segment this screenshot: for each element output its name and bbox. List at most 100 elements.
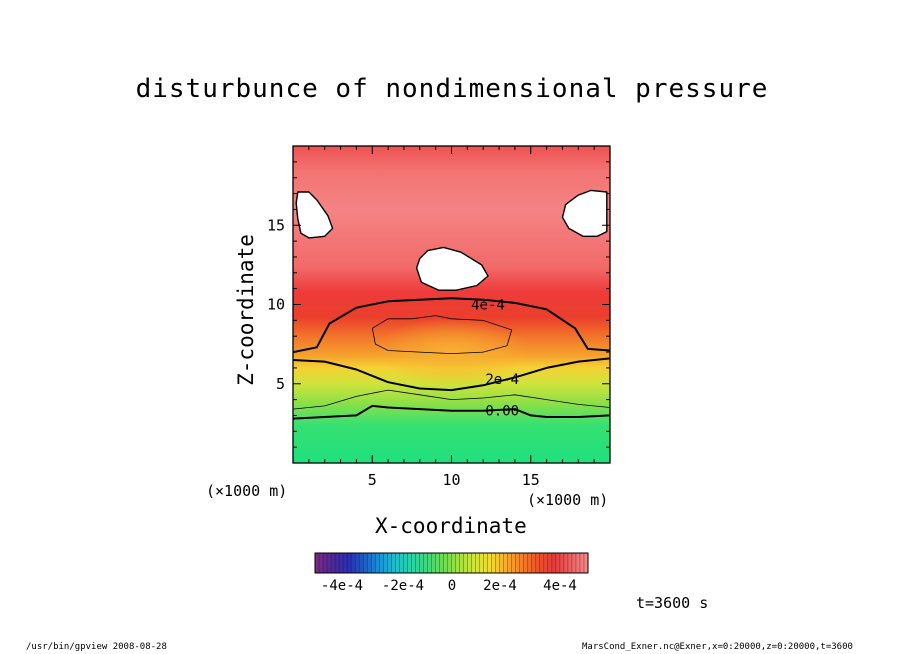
colorbar-swatch [471, 553, 476, 573]
colorbar-swatch [539, 553, 545, 573]
colorbar-swatch [527, 553, 533, 573]
colorbar-tick-label: 2e-4 [483, 578, 517, 594]
x-tick-label: 15 [522, 471, 540, 489]
contour-line [293, 357, 610, 392]
colorbar-swatch [359, 553, 364, 573]
colorbar-swatch [383, 553, 388, 573]
colorbar-swatch [331, 553, 336, 573]
colorbar-swatch [315, 553, 320, 573]
out-of-range-region [561, 189, 608, 237]
pressure-core [374, 318, 530, 386]
colorbar-swatch [427, 553, 432, 573]
colorbar-swatch [515, 553, 521, 573]
x-tick-label: 5 [368, 471, 377, 489]
colorbar-swatch [479, 553, 484, 573]
colorbar-swatch [523, 553, 529, 573]
colorbar-tick-label: -4e-4 [321, 578, 363, 594]
contour-line [293, 297, 610, 354]
colorbar-swatch [347, 553, 352, 573]
colorbar-swatch [415, 553, 420, 573]
colorbar-swatch [395, 553, 400, 573]
footer-right: MarsCond_Exner.nc@Exner,x=0:20000,z=0:20… [582, 642, 853, 652]
colorbar-swatch [503, 553, 508, 573]
colorbar-swatch [379, 553, 384, 573]
colorbar-swatch [495, 553, 500, 573]
y-axis-label: Z-coordinate [234, 234, 258, 386]
x-tick-label: 10 [442, 471, 460, 489]
colorbar-swatch [511, 553, 517, 573]
colorbar-swatch [483, 553, 488, 573]
colorbar-swatch [335, 553, 340, 573]
colorbar-swatch [439, 553, 444, 573]
colorbar-swatch [411, 553, 416, 573]
colorbar-swatch [403, 553, 408, 573]
colorbar-swatch [443, 553, 448, 573]
out-of-range-region [415, 246, 489, 291]
colorbar-swatch [499, 553, 504, 573]
colorbar-swatch [567, 553, 573, 573]
colorbar-swatch [563, 553, 569, 573]
colorbar-swatch [535, 553, 541, 573]
colorbar-swatch [431, 553, 436, 573]
colorbar-swatch [559, 553, 565, 573]
colorbar-swatch [487, 553, 492, 573]
y-axis-unit: (×1000 m) [206, 482, 288, 500]
colorbar-swatch [447, 553, 452, 573]
time-label: t=3600 s [636, 594, 709, 612]
colorbar-swatch [371, 553, 376, 573]
colorbar-swatch [519, 553, 525, 573]
x-axis-label: X-coordinate [375, 514, 527, 538]
colorbar-swatch [575, 553, 581, 573]
colorbar-swatch [435, 553, 440, 573]
colorbar-swatch [407, 553, 412, 573]
colorbar-swatch [327, 553, 332, 573]
colorbar-swatch [399, 553, 404, 573]
colorbar-swatch [375, 553, 380, 573]
colorbar-swatch [543, 553, 549, 573]
colorbar-tick-label: 0 [448, 578, 456, 594]
colorbar-swatch [419, 553, 424, 573]
colorbar-swatch [319, 553, 324, 573]
colorbar-tick-label: 4e-4 [543, 578, 577, 594]
colorbar: -4e-4 -2e-4 0 2e-4 4e-4 [314, 552, 589, 594]
colorbar-swatch [579, 553, 585, 573]
colorbar-swatch [547, 553, 553, 573]
colorbar-swatch [323, 553, 328, 573]
colorbar-swatch [467, 553, 472, 573]
colorbar-swatch [367, 553, 372, 573]
y-tick-label: 5 [276, 375, 285, 393]
colorbar-swatch [387, 553, 392, 573]
minor-contour-line [293, 389, 610, 410]
colorbar-swatch [555, 553, 561, 573]
colorbar-swatch [551, 553, 557, 573]
footer-left: /usr/bin/gpview 2008-08-28 [26, 642, 167, 652]
colorbar-swatch [459, 553, 464, 573]
colorbar-swatch [355, 553, 360, 573]
out-of-range-region [295, 191, 334, 239]
chart-title: disturbunce of nondimensional pressure [135, 74, 769, 104]
colorbar-swatch [475, 553, 480, 573]
colorbar-swatch [531, 553, 537, 573]
colorbar-swatch [491, 553, 496, 573]
colorbar-swatch [363, 553, 368, 573]
colorbar-swatch [339, 553, 344, 573]
colorbar-swatch [583, 553, 589, 573]
contour-label: 4e-4 [471, 298, 505, 314]
colorbar-swatch [451, 553, 456, 573]
colorbar-swatch [507, 553, 513, 573]
x-axis-unit: (×1000 m) [527, 491, 609, 509]
colorbar-swatch [343, 553, 348, 573]
colorbar-swatch [351, 553, 356, 573]
colorbar-swatch [455, 553, 460, 573]
colorbar-frame [314, 552, 589, 574]
contour-label: 2e-4 [485, 372, 519, 388]
colorbar-tick-label: -2e-4 [382, 578, 424, 594]
contour-line [293, 404, 610, 420]
colorbar-swatch [423, 553, 428, 573]
contour-label: 0.00 [485, 404, 519, 420]
colorbar-swatch [463, 553, 468, 573]
y-tick-label: 15 [267, 216, 285, 234]
colorbar-swatch [571, 553, 577, 573]
minor-contour-line [371, 315, 513, 355]
